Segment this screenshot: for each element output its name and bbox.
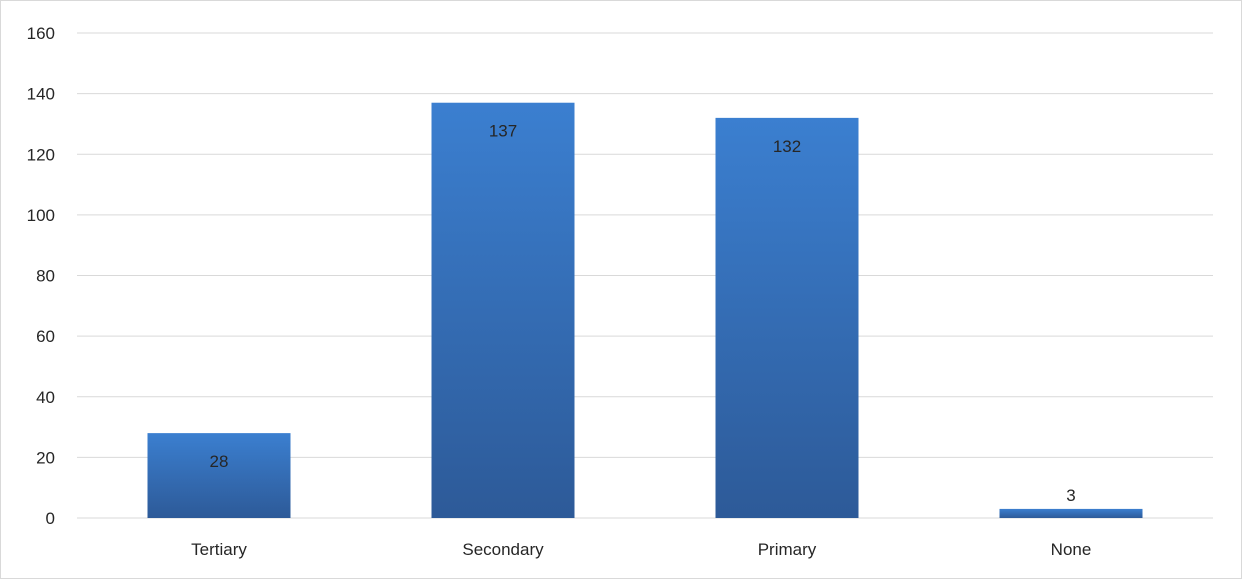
y-tick-label: 100 (27, 206, 55, 225)
data-label: 3 (1066, 486, 1075, 505)
y-tick-label: 40 (36, 388, 55, 407)
x-category-label: Primary (758, 540, 817, 559)
data-label: 137 (489, 122, 517, 141)
bar-tertiary (147, 433, 291, 518)
data-label: 28 (210, 452, 229, 471)
bar-none (999, 508, 1143, 518)
data-label: 132 (773, 137, 801, 156)
x-category-label: Tertiary (191, 540, 247, 559)
y-tick-label: 140 (27, 85, 55, 104)
y-tick-label: 0 (46, 509, 55, 528)
bars (147, 102, 1143, 518)
y-tick-label: 160 (27, 24, 55, 43)
y-axis-ticks: 0 20 40 60 80 100 120 140 160 (27, 24, 55, 528)
y-tick-label: 20 (36, 448, 55, 467)
bar-secondary (431, 102, 575, 518)
x-category-label: None (1051, 540, 1092, 559)
bar-primary (715, 117, 859, 518)
y-tick-label: 80 (36, 267, 55, 286)
y-tick-label: 60 (36, 327, 55, 346)
y-tick-label: 120 (27, 145, 55, 164)
x-axis-categories: Tertiary Secondary Primary None (191, 540, 1091, 559)
x-category-label: Secondary (462, 540, 544, 559)
data-labels: 28 137 132 3 (210, 122, 1076, 505)
